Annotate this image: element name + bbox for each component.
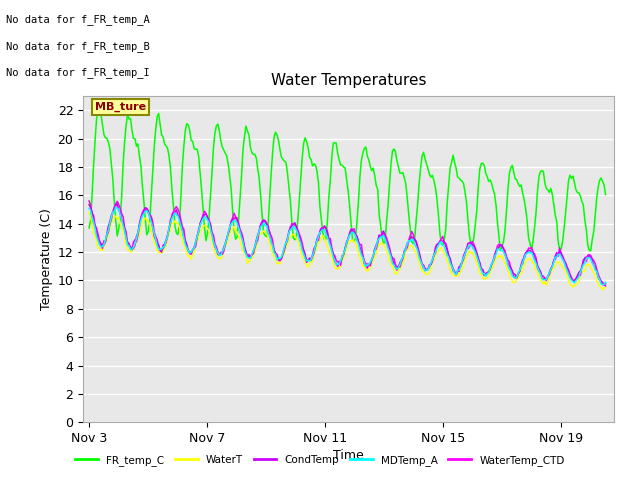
- Text: No data for f_FR_temp_A: No data for f_FR_temp_A: [6, 14, 150, 25]
- Text: MB_ture: MB_ture: [95, 102, 146, 112]
- X-axis label: Time: Time: [333, 449, 364, 462]
- Legend: FR_temp_C, WaterT, CondTemp, MDTemp_A, WaterTemp_CTD: FR_temp_C, WaterT, CondTemp, MDTemp_A, W…: [71, 451, 569, 470]
- Text: No data for f_FR_temp_B: No data for f_FR_temp_B: [6, 41, 150, 52]
- Y-axis label: Temperature (C): Temperature (C): [40, 208, 53, 310]
- Title: Water Temperatures: Water Temperatures: [271, 73, 426, 88]
- Text: No data for f_FR_temp_I: No data for f_FR_temp_I: [6, 67, 150, 78]
